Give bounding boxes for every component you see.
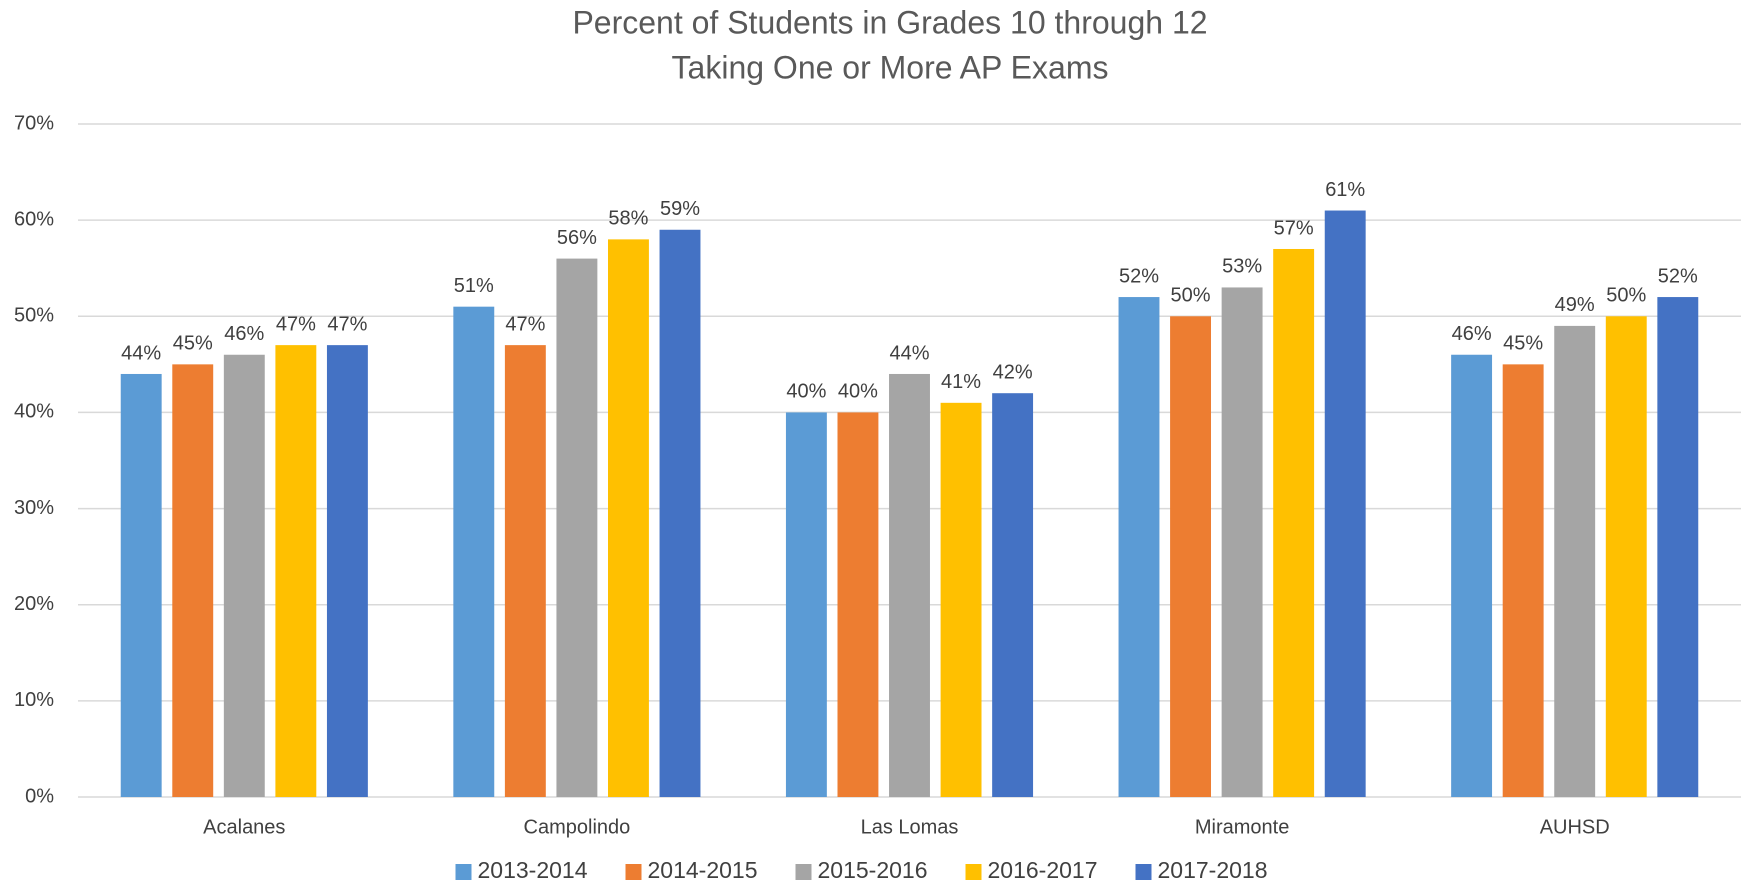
y-tick-label: 30%: [14, 497, 54, 519]
data-label: 53%: [1222, 256, 1262, 278]
data-label: 45%: [1503, 333, 1543, 355]
data-label: 41%: [941, 371, 981, 393]
bar: [607, 239, 649, 797]
x-tick-label: Las Lomas: [861, 816, 959, 838]
bar: [504, 345, 546, 797]
data-label: 51%: [454, 275, 494, 297]
bar: [453, 306, 495, 797]
bar: [1657, 297, 1699, 797]
legend-label: 2017-2018: [1158, 857, 1268, 883]
bar: [889, 373, 930, 797]
legend-swatch: [625, 864, 642, 880]
legend-label: 2014-2015: [648, 857, 758, 883]
bar: [659, 229, 701, 797]
y-tick-label: 60%: [14, 208, 54, 230]
data-label: 59%: [660, 198, 700, 220]
bar: [556, 258, 598, 798]
bar: [1170, 316, 1212, 797]
bar: [223, 354, 265, 797]
bar: [1451, 354, 1493, 797]
chart-title: Taking One or More AP Exams: [672, 49, 1109, 85]
data-label: 44%: [121, 342, 161, 364]
legend-swatch: [1135, 864, 1152, 880]
bar: [785, 412, 827, 797]
y-tick-label: 10%: [14, 689, 54, 711]
bar: [940, 402, 982, 797]
legend-swatch: [455, 864, 472, 880]
legend-label: 2013-2014: [478, 857, 588, 883]
bar: [326, 345, 368, 797]
bar: [1324, 210, 1366, 797]
bar: [172, 364, 214, 797]
bar: [120, 373, 162, 797]
x-tick-label: Miramonte: [1195, 816, 1289, 838]
data-label: 46%: [224, 323, 264, 345]
legend-label: 2016-2017: [988, 857, 1098, 883]
data-label: 49%: [1555, 294, 1595, 316]
y-tick-label: 40%: [14, 401, 54, 423]
data-label: 52%: [1119, 265, 1159, 287]
bar: [1118, 297, 1160, 797]
data-label: 47%: [505, 313, 545, 335]
bar: [1502, 364, 1544, 797]
y-tick-label: 50%: [14, 305, 54, 327]
chart-title: Percent of Students in Grades 10 through…: [572, 4, 1207, 40]
bar: [992, 393, 1034, 797]
bar: [837, 412, 879, 797]
x-tick-label: Acalanes: [203, 816, 285, 838]
data-label: 56%: [557, 227, 597, 249]
data-label: 45%: [173, 333, 213, 355]
data-label: 52%: [1658, 265, 1698, 287]
y-tick-label: 70%: [14, 112, 54, 134]
data-label: 44%: [889, 342, 929, 364]
data-label: 46%: [1452, 323, 1492, 345]
bar: [275, 345, 317, 797]
legend-label: 2015-2016: [818, 857, 928, 883]
data-label: 47%: [327, 313, 367, 335]
bar: [1554, 325, 1596, 797]
legend-swatch: [965, 864, 982, 880]
data-label: 40%: [786, 381, 826, 403]
y-tick-label: 0%: [25, 785, 54, 807]
data-label: 47%: [276, 313, 316, 335]
data-label: 50%: [1171, 285, 1211, 307]
data-label: 58%: [608, 208, 648, 230]
bar: [1605, 316, 1647, 797]
bar: [1221, 287, 1263, 797]
data-label: 61%: [1325, 179, 1365, 201]
x-tick-label: AUHSD: [1540, 816, 1610, 838]
data-label: 42%: [993, 361, 1033, 383]
data-label: 57%: [1274, 217, 1314, 239]
x-tick-label: Campolindo: [524, 816, 631, 838]
bar: [1273, 248, 1315, 797]
data-label: 40%: [838, 381, 878, 403]
data-label: 50%: [1606, 285, 1646, 307]
y-tick-label: 20%: [14, 593, 54, 615]
legend-swatch: [795, 864, 812, 880]
